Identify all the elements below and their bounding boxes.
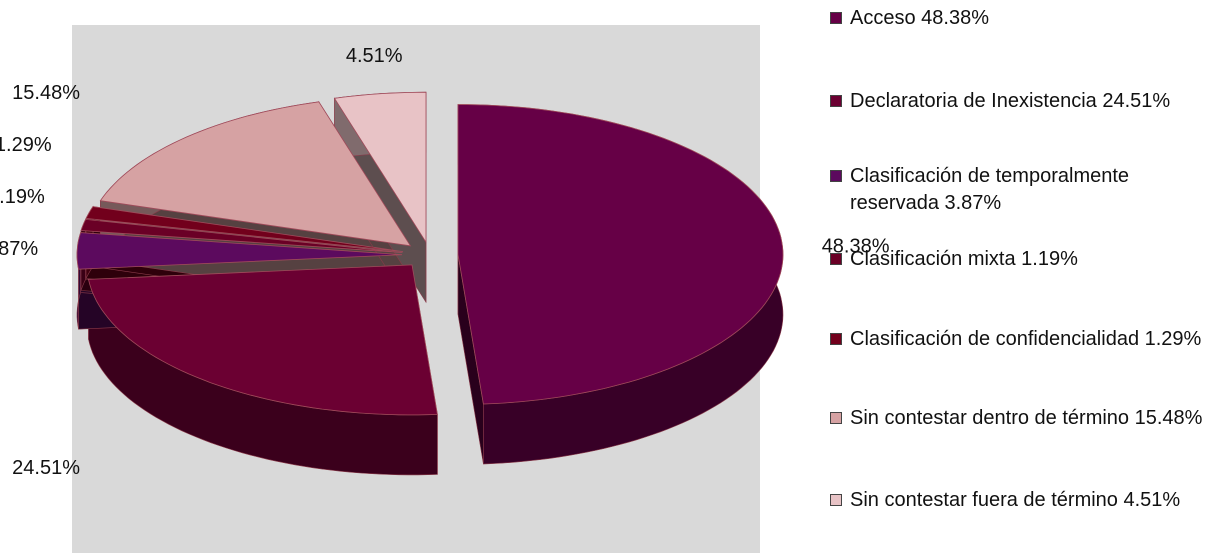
legend-item: Sin contestar fuera de término 4.51% (828, 487, 1218, 514)
slice (457, 104, 784, 405)
data-label: 3.87% (0, 238, 38, 260)
legend-label: Sin contestar dentro de término (850, 407, 1130, 429)
legend-label: Clasificación de confidencialidad (850, 328, 1140, 350)
legend-label: Acceso (850, 7, 916, 29)
legend-item: Acceso 48.38% (828, 5, 1218, 32)
legend-label: Clasificación mixta (850, 248, 1016, 270)
slice-tops (76, 91, 784, 416)
slice (85, 206, 404, 252)
slice (80, 218, 403, 253)
legend-item: Clasificación de temporalmente reservada… (828, 163, 1218, 217)
legend-item: Clasificación de confidencialidad 1.29% (828, 326, 1218, 353)
legend-value: 15.48% (1134, 407, 1203, 429)
data-label: 1.29% (0, 134, 52, 156)
legend-value: 4.51% (1123, 489, 1181, 511)
legend-swatch (830, 494, 842, 506)
legend-swatch (830, 12, 842, 24)
slice (87, 264, 438, 416)
data-label: 15.48% (12, 82, 80, 104)
slice (99, 101, 412, 247)
legend-swatch (830, 412, 842, 424)
legend-value: 1.19% (1021, 248, 1078, 270)
legend-label: Clasificación de temporalmente reservada (850, 165, 1130, 214)
data-labels: 48.38% 24.51% 3.87% 1.19% 1.29% 15.48% 4.51% (0, 45, 890, 479)
data-label: 48.38% (822, 235, 890, 257)
slice (76, 232, 403, 270)
data-label: 24.51% (12, 457, 80, 479)
legend-value: 24.51% (1102, 90, 1171, 112)
legend-item: Declaratoria de Inexistencia 24.51% (828, 88, 1218, 115)
legend-value: 3.87% (944, 192, 1002, 214)
legend-swatch (830, 333, 842, 345)
legend-label: Declaratoria de Inexistencia (850, 90, 1097, 112)
data-label: 4.51% (346, 45, 403, 67)
legend-swatch (830, 170, 842, 182)
legend-value: 48.38% (921, 7, 989, 29)
slice (333, 91, 427, 244)
legend-swatch (830, 253, 842, 265)
legend-item: Clasificación mixta 1.19% (828, 246, 1218, 273)
data-label: 1.19% (0, 186, 45, 208)
legend-value: 1.29% (1144, 328, 1202, 350)
legend-item: Sin contestar dentro de término 15.48% (828, 405, 1218, 432)
legend-label: Sin contestar fuera de término (850, 489, 1118, 511)
legend-swatch (830, 95, 842, 107)
